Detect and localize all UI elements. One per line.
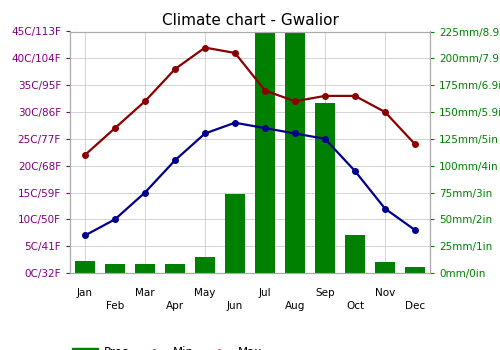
Text: Dec: Dec xyxy=(405,301,425,311)
Bar xyxy=(195,257,215,273)
Text: Aug: Aug xyxy=(285,301,305,311)
Text: May: May xyxy=(194,288,216,298)
Bar xyxy=(225,194,245,273)
Text: Mar: Mar xyxy=(135,288,155,298)
Bar xyxy=(165,264,185,273)
Bar xyxy=(75,261,95,273)
Bar xyxy=(375,262,395,273)
Text: Oct: Oct xyxy=(346,301,364,311)
Bar xyxy=(105,264,125,273)
Text: Apr: Apr xyxy=(166,301,184,311)
Text: Feb: Feb xyxy=(106,301,124,311)
Text: Jun: Jun xyxy=(227,301,243,311)
Bar xyxy=(316,103,335,273)
Legend: Prec, Min, Max: Prec, Min, Max xyxy=(72,346,262,350)
Text: Jul: Jul xyxy=(258,288,272,298)
Title: Climate chart - Gwalior: Climate chart - Gwalior xyxy=(162,13,338,28)
Bar xyxy=(256,28,275,273)
Text: Nov: Nov xyxy=(375,288,395,298)
Text: Jan: Jan xyxy=(77,288,93,298)
Bar xyxy=(285,28,305,273)
Bar xyxy=(405,267,425,273)
Text: Sep: Sep xyxy=(315,288,335,298)
Bar xyxy=(345,236,365,273)
Bar xyxy=(135,264,155,273)
